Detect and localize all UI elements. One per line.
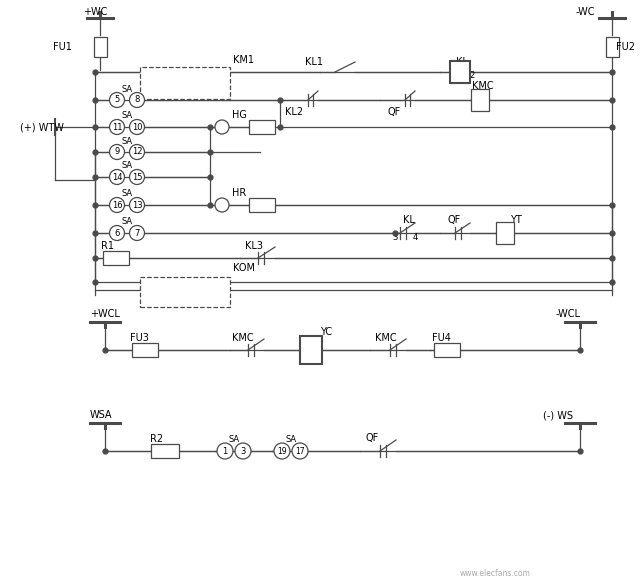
- Bar: [140, 67, 230, 99]
- Text: KL1: KL1: [305, 57, 323, 67]
- Text: 1: 1: [447, 71, 452, 80]
- Circle shape: [274, 443, 290, 459]
- Bar: [249, 120, 275, 134]
- Text: SA: SA: [122, 137, 132, 145]
- Text: 1: 1: [222, 447, 228, 455]
- Circle shape: [109, 93, 125, 107]
- Circle shape: [129, 93, 145, 107]
- Text: SA: SA: [122, 189, 132, 199]
- Text: YC: YC: [320, 327, 332, 337]
- Bar: [103, 251, 129, 265]
- Text: WSA: WSA: [90, 410, 113, 420]
- Bar: [94, 37, 107, 57]
- Text: (-) WS: (-) WS: [543, 410, 573, 420]
- Text: www.elecfans.com: www.elecfans.com: [460, 568, 531, 577]
- Circle shape: [129, 120, 145, 135]
- Text: KMC: KMC: [472, 81, 493, 91]
- Circle shape: [109, 197, 125, 213]
- Text: 6: 6: [115, 229, 120, 237]
- Circle shape: [129, 169, 145, 185]
- Text: QF: QF: [447, 215, 460, 225]
- Text: (+) WTW: (+) WTW: [20, 122, 64, 132]
- Text: 8: 8: [134, 96, 140, 104]
- Text: FU1: FU1: [53, 42, 72, 52]
- Bar: [300, 336, 322, 364]
- Text: SA: SA: [228, 434, 239, 444]
- Text: KM1: KM1: [233, 55, 254, 65]
- Text: 16: 16: [112, 200, 122, 210]
- Circle shape: [215, 198, 229, 212]
- Text: KL: KL: [456, 57, 468, 67]
- Text: KL3: KL3: [245, 241, 263, 251]
- Text: 2: 2: [469, 71, 474, 80]
- Text: SA: SA: [122, 217, 132, 227]
- Text: 13: 13: [132, 200, 142, 210]
- Text: KMC: KMC: [232, 333, 253, 343]
- Text: FU3: FU3: [130, 333, 149, 343]
- Text: YT: YT: [510, 215, 522, 225]
- Text: 12: 12: [132, 148, 142, 156]
- Text: KL: KL: [403, 215, 415, 225]
- Text: KOM: KOM: [233, 263, 255, 273]
- Circle shape: [217, 443, 233, 459]
- Bar: [606, 37, 619, 57]
- Text: 17: 17: [295, 447, 305, 455]
- Text: 9: 9: [115, 148, 120, 156]
- Bar: [434, 343, 460, 357]
- Text: HG: HG: [232, 110, 247, 120]
- Circle shape: [129, 197, 145, 213]
- Text: 11: 11: [112, 122, 122, 131]
- Text: 14: 14: [112, 172, 122, 182]
- Text: FU4: FU4: [432, 333, 451, 343]
- Circle shape: [109, 226, 125, 240]
- Text: 15: 15: [132, 172, 142, 182]
- Text: 10: 10: [132, 122, 142, 131]
- Bar: [496, 222, 514, 244]
- Bar: [471, 89, 489, 111]
- Bar: [151, 444, 179, 458]
- Text: QF: QF: [388, 107, 401, 117]
- Circle shape: [109, 145, 125, 159]
- Text: KL2: KL2: [285, 107, 303, 117]
- Text: 7: 7: [134, 229, 140, 237]
- Text: -WCL: -WCL: [556, 309, 581, 319]
- Text: FU2: FU2: [616, 42, 635, 52]
- Text: SA: SA: [122, 84, 132, 94]
- Text: R1: R1: [101, 241, 114, 251]
- Text: 19: 19: [277, 447, 287, 455]
- Circle shape: [215, 120, 229, 134]
- Text: SA: SA: [285, 434, 296, 444]
- Text: HR: HR: [232, 188, 246, 198]
- Text: SA: SA: [122, 111, 132, 121]
- Text: +WC: +WC: [83, 7, 108, 17]
- Text: 3: 3: [240, 447, 246, 455]
- Text: KMC: KMC: [375, 333, 397, 343]
- Text: 4: 4: [413, 233, 419, 241]
- Circle shape: [129, 145, 145, 159]
- Bar: [140, 277, 230, 307]
- Text: +WCL: +WCL: [90, 309, 120, 319]
- Circle shape: [109, 169, 125, 185]
- Text: SA: SA: [122, 162, 132, 171]
- Text: -WC: -WC: [576, 7, 595, 17]
- Circle shape: [235, 443, 251, 459]
- Text: R2: R2: [150, 434, 163, 444]
- Circle shape: [292, 443, 308, 459]
- Circle shape: [109, 120, 125, 135]
- Bar: [450, 61, 470, 83]
- Bar: [132, 343, 158, 357]
- Text: 5: 5: [115, 96, 120, 104]
- Text: 3: 3: [392, 233, 397, 241]
- Bar: [249, 198, 275, 212]
- Text: QF: QF: [366, 433, 380, 443]
- Circle shape: [129, 226, 145, 240]
